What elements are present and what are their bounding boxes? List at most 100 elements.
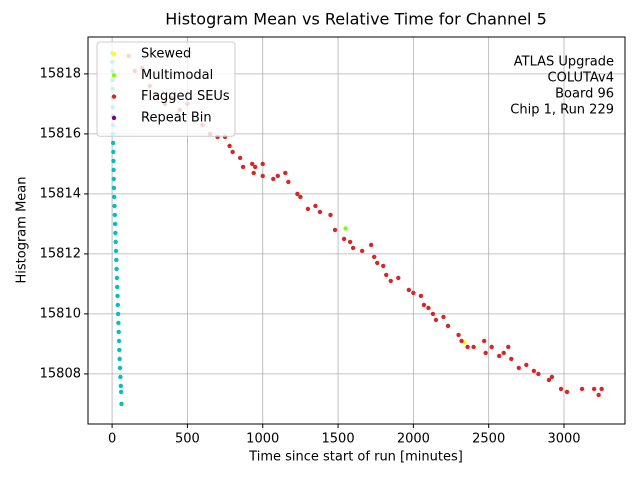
point — [111, 167, 116, 173]
point — [347, 239, 353, 245]
legend-marker — [111, 73, 117, 78]
y-tick-label: 15810 — [40, 306, 81, 321]
x-tick-label: 500 — [175, 432, 200, 447]
x-tick-label: 2000 — [397, 432, 430, 447]
point — [599, 386, 604, 392]
point — [317, 209, 323, 215]
y-tick-label: 15816 — [40, 126, 81, 141]
point — [579, 386, 585, 392]
point — [418, 293, 424, 299]
point — [516, 365, 522, 371]
point — [456, 332, 461, 338]
x-tick-label: 3000 — [547, 432, 580, 447]
y-tick-label: 15812 — [40, 246, 81, 261]
point — [112, 221, 118, 227]
point — [564, 389, 570, 395]
annotation: ATLAS Upgrade — [514, 55, 614, 70]
legend-label: Flagged SEUs — [141, 89, 230, 104]
point — [313, 203, 318, 209]
point — [591, 386, 597, 392]
y-tick-label: 15814 — [40, 186, 81, 201]
point — [112, 212, 118, 218]
point — [237, 155, 243, 161]
point — [116, 338, 122, 344]
point — [240, 164, 246, 170]
plot-frame — [87, 36, 626, 425]
legend-label: Skewed — [141, 47, 191, 62]
point — [433, 317, 439, 323]
y-tick-label: 15818 — [40, 66, 81, 81]
point — [118, 383, 124, 389]
point — [114, 266, 119, 272]
point — [471, 344, 476, 350]
point — [283, 170, 288, 176]
point — [483, 350, 488, 356]
point — [441, 314, 446, 320]
point — [119, 401, 124, 407]
point — [426, 305, 431, 311]
point — [359, 248, 365, 254]
point — [112, 203, 117, 209]
point — [328, 212, 333, 218]
legend-marker — [111, 51, 117, 57]
point — [111, 158, 116, 164]
x-axis-label: Time since start of run [minutes] — [248, 450, 463, 465]
point — [275, 173, 280, 179]
point — [260, 161, 265, 167]
point — [115, 311, 121, 317]
point — [260, 173, 265, 179]
point — [118, 374, 123, 380]
point — [295, 191, 300, 197]
point — [286, 179, 291, 185]
point — [113, 239, 118, 245]
point — [384, 272, 389, 278]
point — [115, 293, 120, 299]
point — [459, 338, 464, 344]
annotation: Board 96 — [555, 87, 614, 102]
annotation: COLUTAv4 — [548, 71, 614, 86]
point — [271, 176, 276, 182]
point — [524, 362, 529, 368]
point — [497, 353, 502, 359]
x-tick-label: 0 — [108, 432, 116, 447]
point — [230, 149, 235, 155]
point — [115, 284, 120, 290]
y-tick-label: 15808 — [40, 366, 81, 381]
point — [343, 226, 348, 231]
point — [116, 320, 121, 326]
legend-label: Multimodal — [141, 68, 213, 83]
point — [558, 386, 564, 392]
x-tick-label: 1500 — [322, 432, 355, 447]
legend-label: Repeat Bin — [141, 110, 212, 125]
point — [596, 392, 601, 398]
point — [501, 350, 506, 356]
legend-marker — [111, 94, 117, 99]
point — [506, 344, 511, 350]
annotation: Chip 1, Run 229 — [510, 103, 614, 118]
point — [115, 302, 121, 308]
point — [227, 143, 232, 149]
point — [388, 278, 393, 284]
point — [368, 242, 374, 248]
point — [110, 140, 116, 146]
point — [251, 170, 256, 176]
point — [249, 161, 255, 167]
point — [481, 338, 487, 344]
point — [112, 194, 117, 200]
point — [114, 275, 120, 281]
point — [411, 290, 416, 296]
point — [406, 287, 412, 293]
point — [465, 344, 470, 350]
legend-box — [96, 41, 236, 137]
point — [549, 374, 555, 380]
point — [117, 356, 122, 362]
point — [113, 248, 119, 254]
point — [111, 185, 117, 191]
point — [253, 164, 258, 170]
point — [298, 194, 303, 200]
point — [111, 149, 116, 155]
point — [489, 344, 494, 350]
x-tick-label: 2500 — [472, 432, 505, 447]
point — [305, 206, 311, 212]
